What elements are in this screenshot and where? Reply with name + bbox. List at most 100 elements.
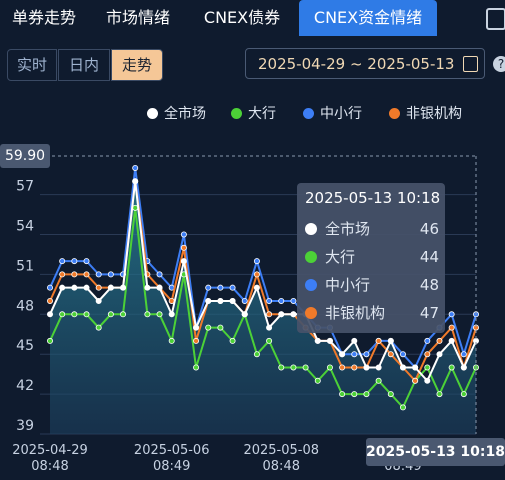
y-tick-label: 48: [16, 298, 34, 314]
tooltip-title: 2025-05-13 10:18: [305, 189, 441, 207]
point: [107, 271, 114, 278]
tooltip-row: 大行 44: [305, 244, 439, 270]
point: [241, 297, 248, 304]
mode-button[interactable]: 日内: [58, 49, 110, 81]
crosshair-x-label: 2025-05-13 10:18: [366, 438, 505, 466]
date-text: 2025-04-29 ~ 2025-05-13: [258, 55, 455, 73]
point: [436, 337, 443, 344]
point: [168, 337, 175, 344]
point: [387, 391, 394, 398]
point: [363, 351, 370, 358]
crosshair-y-label: 59.90: [5, 148, 45, 164]
point: [132, 178, 139, 185]
tab[interactable]: 市场情绪: [105, 8, 170, 27]
legend-label: 中小行: [320, 106, 362, 122]
point: [59, 258, 66, 265]
tooltip-marker: [305, 251, 317, 263]
y-tick-label: 57: [16, 179, 34, 195]
point: [339, 391, 346, 398]
point: [339, 351, 346, 358]
point: [71, 284, 78, 291]
point: [83, 311, 90, 318]
point: [387, 337, 394, 344]
point: [253, 351, 260, 358]
y-tick-label: 42: [16, 378, 34, 394]
y-tick-label: 54: [16, 218, 34, 234]
point: [326, 364, 333, 371]
tooltip-row: 非银机构 47: [305, 300, 439, 326]
point: [424, 351, 431, 358]
point: [205, 324, 212, 331]
point: [375, 337, 382, 344]
legend-label: 非银机构: [406, 106, 462, 122]
tooltip-marker: [305, 223, 317, 235]
point: [156, 284, 163, 291]
tooltip: 2025-05-13 10:18 全市场 46 大行 44 中小行 48 非银机构 47: [297, 183, 445, 333]
point: [132, 204, 139, 211]
tooltip-name: 全市场: [325, 220, 371, 238]
point: [424, 364, 431, 371]
point: [278, 311, 285, 318]
tooltip-marker: [305, 307, 317, 319]
point: [363, 364, 370, 371]
point: [278, 297, 285, 304]
point: [387, 351, 394, 358]
tooltip-value: 46: [419, 220, 439, 238]
point: [107, 284, 114, 291]
point: [351, 364, 358, 371]
point: [217, 284, 224, 291]
y-tick-label: 45: [16, 338, 34, 354]
point: [302, 364, 309, 371]
date-range[interactable]: 2025-04-29 ~ 2025-05-13: [245, 48, 485, 79]
point: [193, 324, 200, 331]
y-tick-label: 39: [16, 418, 34, 434]
point: [326, 337, 333, 344]
point: [144, 284, 151, 291]
point: [205, 297, 212, 304]
crosshair-y-box: [0, 144, 50, 168]
legend-item: 中小行: [303, 103, 362, 123]
point: [448, 337, 455, 344]
point: [217, 297, 224, 304]
tooltip-marker: [305, 279, 317, 291]
point: [71, 258, 78, 265]
legend-item: 大行: [231, 103, 276, 123]
legend-marker: [303, 108, 314, 119]
point: [205, 284, 212, 291]
point: [314, 377, 321, 384]
point: [71, 271, 78, 278]
legend-item: 非银机构: [389, 103, 462, 123]
legend-marker: [231, 108, 242, 119]
point: [193, 337, 200, 344]
point: [59, 311, 66, 318]
point: [71, 311, 78, 318]
tab-active[interactable]: CNEX资金情绪: [299, 0, 437, 36]
tooltip-name: 非银机构: [325, 304, 386, 322]
point: [47, 284, 54, 291]
point: [229, 297, 236, 304]
tooltip-name: 中小行: [325, 276, 371, 294]
point: [47, 297, 54, 304]
help-icon[interactable]: ?: [493, 56, 505, 72]
tooltip-value: 47: [419, 304, 439, 322]
point: [83, 258, 90, 265]
point: [156, 271, 163, 278]
tab[interactable]: 单券走势: [11, 8, 76, 27]
point: [168, 311, 175, 318]
point: [266, 337, 273, 344]
point: [47, 311, 54, 318]
calendar-icon: [463, 56, 478, 72]
point: [278, 364, 285, 371]
tooltip-name: 大行: [325, 248, 356, 266]
point: [460, 351, 467, 358]
mode-button[interactable]: 实时: [7, 49, 57, 81]
point: [120, 284, 127, 291]
mode-button-active[interactable]: 走势: [111, 49, 163, 81]
area: [50, 181, 476, 434]
point: [59, 284, 66, 291]
tab[interactable]: CNEX债券: [203, 8, 281, 27]
point: [253, 271, 260, 278]
point: [217, 324, 224, 331]
point: [363, 391, 370, 398]
point: [253, 284, 260, 291]
